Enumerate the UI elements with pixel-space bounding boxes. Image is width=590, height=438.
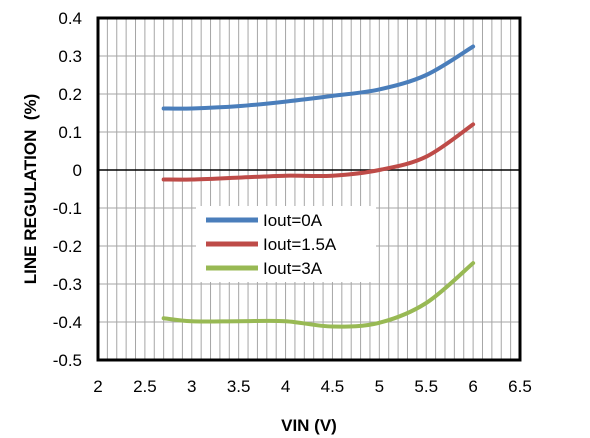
x-tick-label: 4.5 (321, 377, 345, 396)
x-tick-label: 3 (187, 377, 196, 396)
x-tick-label: 4 (281, 377, 290, 396)
x-tick-label: 2 (93, 377, 102, 396)
plot-area-border (96, 16, 522, 362)
y-tick-label: -0.5 (53, 351, 82, 370)
x-tick-label: 5.5 (414, 377, 438, 396)
x-axis-title: VIN (V) (281, 416, 337, 435)
x-tick-label: 5 (375, 377, 384, 396)
y-tick-label: -0.3 (53, 275, 82, 294)
legend-label-2: Iout=3A (263, 259, 323, 278)
y-tick-label: -0.4 (53, 313, 82, 332)
plot-frame (96, 16, 522, 362)
series-line-0 (161, 44, 476, 111)
y-tick-label: -0.1 (53, 199, 82, 218)
y-tick-label: 0.3 (58, 47, 82, 66)
y-tick-label: 0.2 (58, 85, 82, 104)
tick-labels: 2 2.5 3 3.5 4 4.5 5 5.5 6 6.5 0.4 0.3 0.2 0.1 0 -0.1 -0.… (53, 9, 532, 396)
series-line-2 (161, 261, 476, 329)
legend: Iout=0A Iout=1.5A Iout=3A (196, 206, 376, 282)
legend-label-1: Iout=1.5A (263, 235, 337, 254)
x-tick-label: 2.5 (133, 377, 157, 396)
data-series (161, 44, 476, 329)
x-tick-label: 3.5 (227, 377, 251, 396)
y-tick-label: 0 (73, 161, 82, 180)
x-tick-label: 6 (468, 377, 477, 396)
legend-label-0: Iout=0A (263, 211, 323, 230)
y-tick-label: 0.4 (58, 9, 82, 28)
y-axis-title: LINE REGULATION (%) (21, 94, 40, 284)
series-line-1 (161, 122, 476, 182)
x-tick-label: 6.5 (508, 377, 532, 396)
y-tick-label: -0.2 (53, 237, 82, 256)
y-tick-label: 0.1 (58, 123, 82, 142)
